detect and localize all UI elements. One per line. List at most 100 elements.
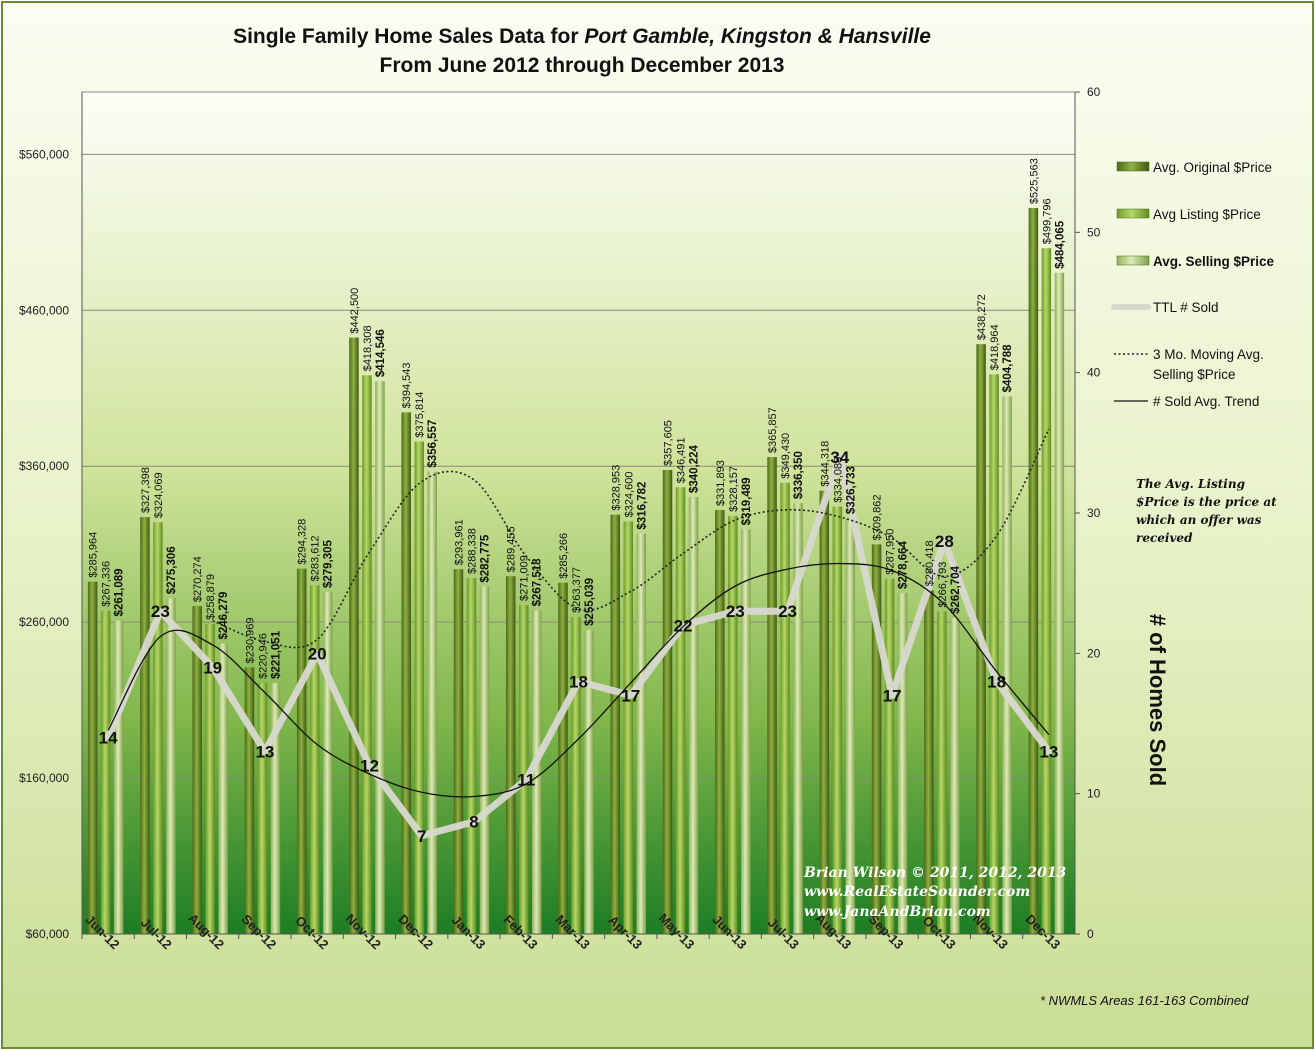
- y-tick-label: $360,000: [19, 459, 69, 473]
- credits-line-3: www.JanaAndBrian.com: [804, 904, 991, 920]
- y-tick-label: $260,000: [19, 615, 69, 629]
- bar-value-label: $282,775: [479, 534, 491, 583]
- bar-value-label: $309,862: [872, 495, 884, 541]
- bar-original-price: [1028, 208, 1039, 934]
- sold-count-label: 28: [935, 532, 954, 551]
- bar-listing-price: [937, 611, 947, 934]
- sold-count-label: 23: [151, 602, 170, 621]
- bar-value-label: $326,733: [845, 466, 857, 514]
- bar-value-label: $340,224: [689, 444, 701, 493]
- bar-value-label: $221,051: [270, 630, 282, 679]
- sold-count-label: 17: [621, 686, 640, 705]
- legend-label: TTL # Sold: [1153, 300, 1219, 315]
- footnote: * NWMLS Areas 161-163 Combined: [1040, 993, 1249, 1008]
- bar-selling-price: [218, 643, 228, 934]
- bar-value-label: $255,039: [584, 578, 596, 626]
- bar-original-price: [87, 581, 98, 934]
- bar-listing-price: [153, 522, 163, 934]
- sold-trend-line: [107, 562, 1050, 798]
- bar-value-label: $271,009: [519, 555, 531, 601]
- bar-listing-price: [1041, 248, 1052, 934]
- legend-swatch-1: [1116, 161, 1150, 172]
- chart-title: Single Family Home Sales Data for Port G…: [233, 25, 931, 48]
- legend: Avg. Original $Price Avg Listing $Price Av…: [1111, 160, 1275, 409]
- bar-listing-price: [309, 585, 320, 934]
- chart-title-places: Port Gamble, Kingston & Hansville: [584, 25, 931, 48]
- legend-label: Avg. Selling $Price: [1153, 254, 1275, 269]
- bar-selling-price: [688, 497, 699, 934]
- sold-count-line: [104, 453, 1053, 840]
- bar-value-label: $346,491: [676, 437, 688, 483]
- bar-value-label: $328,953: [610, 465, 622, 511]
- bar-value-label: $280,418: [924, 540, 936, 586]
- bar-original-price: [505, 576, 516, 934]
- bar-value-label: $266,793: [937, 562, 949, 608]
- bar-original-price: [401, 412, 411, 934]
- sold-count-label: 11: [517, 771, 535, 790]
- bar-listing-price: [780, 482, 790, 934]
- bar-selling-price: [479, 586, 490, 934]
- bar-value-label: $418,308: [362, 325, 374, 371]
- bar-listing-price: [832, 506, 843, 934]
- y2-tick-label: 50: [1087, 225, 1101, 239]
- bar-value-label: $230,969: [244, 618, 256, 664]
- listing-note-line-3: which an offer was: [1136, 513, 1262, 527]
- y-tick-label: $160,000: [19, 771, 69, 785]
- bar-value-label: $414,546: [375, 329, 387, 377]
- bar-original-price: [558, 582, 568, 934]
- bar-value-label: $285,266: [558, 533, 570, 579]
- y2-tick-label: 0: [1087, 927, 1094, 941]
- legend-label: Avg Listing $Price: [1153, 207, 1261, 222]
- bar-original-price: [924, 590, 934, 934]
- bar-selling-price: [897, 593, 908, 934]
- bar-original-price: [715, 510, 725, 934]
- bar-original-price: [662, 469, 673, 934]
- bar-value-label: $283,612: [310, 535, 322, 581]
- moving-average-line: [212, 428, 1050, 649]
- sold-count-label: 8: [469, 813, 478, 832]
- bar-value-label: $319,489: [741, 477, 753, 525]
- bar-listing-price: [571, 616, 581, 934]
- bar-listing-price: [257, 683, 268, 934]
- bar-selling-price: [427, 471, 437, 934]
- listing-note-line-1: The Avg. Listing: [1136, 477, 1245, 491]
- sold-count-label: 23: [726, 602, 745, 621]
- bar-selling-price: [113, 620, 124, 934]
- bar-listing-price: [205, 623, 215, 934]
- bar-listing-price: [518, 604, 529, 934]
- bar-value-label: $375,814: [414, 392, 426, 438]
- bar-listing-price: [466, 577, 477, 934]
- bar-value-label: $499,796: [1041, 198, 1053, 244]
- sold-count-label: 22: [674, 616, 693, 635]
- bar-value-label: $261,089: [114, 568, 126, 616]
- bar-value-label: $327,398: [140, 467, 152, 513]
- bar-value-label: $525,563: [1028, 158, 1040, 204]
- bar-selling-price: [531, 610, 542, 934]
- bar-value-label: $336,350: [793, 451, 805, 499]
- bar-value-label: $328,157: [728, 466, 740, 512]
- bar-value-label: $418,964: [989, 324, 1001, 370]
- credits-line-2: www.RealEstateSounder.com: [804, 884, 1030, 900]
- y-tick-label: $60,000: [26, 927, 70, 941]
- bar-value-label: $324,069: [153, 472, 165, 518]
- bar-value-label: $267,518: [532, 558, 544, 607]
- bar-value-label: $394,543: [401, 362, 413, 408]
- bar-value-label: $324,600: [623, 472, 635, 518]
- bar-listing-price: [989, 374, 999, 934]
- bar-original-price: [610, 514, 621, 934]
- bar-value-label: $246,279: [218, 592, 230, 640]
- sold-count-label: 13: [1039, 743, 1058, 762]
- bar-value-label: $344,318: [819, 441, 831, 487]
- bar-value-label: $263,377: [571, 567, 583, 613]
- bar-value-label: $220,946: [257, 633, 269, 679]
- y2-tick-label: 10: [1087, 787, 1101, 801]
- legend-label-line-2: Selling $Price: [1153, 367, 1236, 382]
- bar-listing-price: [362, 375, 372, 934]
- sold-count-label: 18: [569, 672, 588, 691]
- bar-original-price: [871, 544, 882, 934]
- sold-count-label: 34: [830, 448, 849, 467]
- bar-listing-price: [728, 515, 738, 934]
- bar-selling-price: [950, 617, 960, 934]
